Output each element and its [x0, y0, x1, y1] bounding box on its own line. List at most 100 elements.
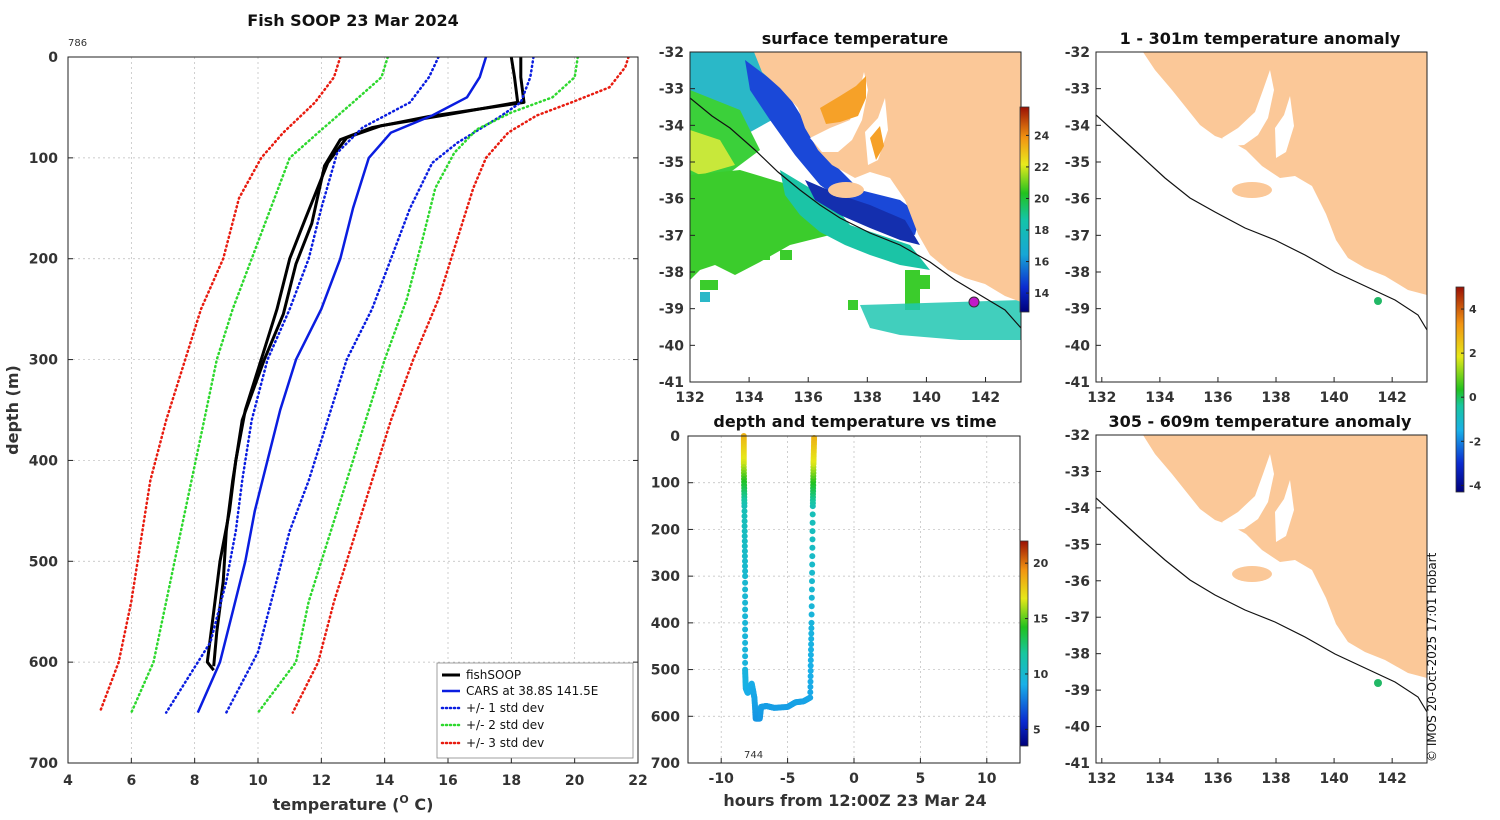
land-mass [754, 52, 1021, 302]
colorbar-tick-label: -2 [1469, 435, 1481, 448]
track-point [742, 626, 749, 633]
track-point [807, 657, 814, 664]
map-y-tick-label: -40 [1065, 338, 1091, 354]
sst-patch [700, 280, 718, 290]
depth-time-grid [688, 436, 1020, 763]
shelf-contour [690, 97, 1021, 329]
profile-x-tick-label: 4 [63, 773, 73, 789]
map-y-tick-label: -37 [1065, 228, 1090, 244]
map-y-tick-label: -38 [659, 265, 684, 281]
profile-x-tick-label: 20 [565, 773, 585, 789]
surface-map-colorbar [1019, 106, 1030, 313]
series-std2 [256, 57, 580, 714]
map-y-tick-label: -37 [659, 228, 684, 244]
profile-x-tick-label: 6 [126, 773, 136, 789]
map-x-tick-label: 140 [1319, 390, 1348, 406]
map-y-tick-label: -33 [1065, 464, 1090, 480]
profile-x-label-text: temperature ( [273, 795, 400, 814]
series-std1 [164, 57, 440, 714]
depth-time-y-tick-label: 200 [651, 522, 680, 538]
track-point [741, 503, 748, 510]
track-point [741, 518, 748, 525]
surface-map-colorbar-ticks: 14 16 18 20 22 24 [1026, 129, 1050, 300]
map-x-tick-label: 134 [1145, 771, 1174, 787]
track-point [742, 633, 749, 640]
map-y-tick-label: -32 [1065, 45, 1090, 61]
map-y-tick-label: -40 [1065, 720, 1091, 736]
profile-grid [68, 57, 638, 763]
depth-time-panel: depth and temperature vs time -10 -5 0 5 10 … [651, 412, 1049, 810]
track-point [807, 651, 814, 658]
depth-time-x-tick-label: -10 [709, 771, 735, 787]
profile-y-ticks: 0 100 200 300 400 500 600 700 [29, 50, 638, 772]
map-y-tick-label: -32 [1065, 428, 1090, 444]
track-point [741, 538, 748, 545]
track-point [742, 639, 749, 646]
sst-patch [700, 292, 710, 302]
map-y-tick-label: -36 [659, 192, 684, 208]
shelf-contour [1096, 497, 1427, 713]
track-point [741, 548, 748, 555]
sst-patch [760, 240, 770, 260]
track-point [741, 528, 748, 535]
profile-legend: fishSOOP CARS at 38.8S 141.5E +/- 1 std … [436, 662, 634, 759]
series-std1 [225, 57, 535, 714]
colorbar-tick-label: 0 [1469, 391, 1477, 404]
map-x-tick-label: 138 [1261, 390, 1290, 406]
map-y-tick-label: -37 [1065, 610, 1090, 626]
track-point [808, 594, 815, 601]
legend-box [436, 662, 634, 759]
map-y-tick-label: -41 [1065, 375, 1090, 391]
map-y-tick-label: -32 [659, 45, 684, 61]
depth-time-frame [687, 435, 1021, 764]
colorbar-tick-label: 20 [1034, 192, 1050, 205]
anomaly-deep-map [1096, 435, 1427, 763]
gulf-warm-water [820, 76, 866, 124]
legend-label-std1: +/- 1 std dev [466, 701, 544, 715]
legend-label-std2: +/- 2 std dev [466, 718, 544, 732]
anomaly-deep-frame [1095, 434, 1428, 764]
depth-time-y-tick-label: 0 [670, 429, 680, 445]
track-point [741, 508, 748, 515]
legend-label-fishsoop: fishSOOP [466, 668, 521, 682]
anomaly-deep-y-ticks: -32 -33 -34 -35 -36 -37 -38 -39 -40 -41 [1065, 428, 1101, 772]
anomaly-deep-panel: 305 - 609m temperature anomaly 132 134 136… [1065, 286, 1482, 787]
map-x-tick-label: 142 [1378, 771, 1407, 787]
track-point [808, 625, 815, 632]
colorbar-tick-label: 15 [1033, 613, 1048, 626]
depth-time-x-tick-label: -5 [780, 771, 796, 787]
credit-text: © IMOS 20-Oct-2025 17:01 Hobart [1425, 552, 1439, 762]
profile-y-tick-label: 300 [29, 353, 58, 369]
map-x-tick-label: 140 [1319, 771, 1348, 787]
surface-map-title: surface temperature [762, 29, 949, 48]
profile-x-tick-label: 18 [502, 773, 521, 789]
track-point [809, 544, 816, 551]
track-point [809, 569, 816, 576]
track-point [742, 599, 749, 606]
track-point [742, 619, 749, 626]
track-point [742, 593, 749, 600]
track-point [807, 689, 814, 696]
map-x-tick-label: 134 [1145, 390, 1174, 406]
map-x-tick-label: 136 [1203, 771, 1232, 787]
depth-time-x-label: hours from 12:00Z 23 Mar 24 [723, 791, 986, 810]
map-x-tick-label: 136 [1203, 390, 1232, 406]
track-point [742, 613, 749, 620]
surface-temperature-panel: surface temperature [659, 29, 1050, 406]
colorbar-tick-label: -4 [1469, 479, 1482, 492]
map-y-tick-label: -34 [1065, 118, 1091, 134]
profile-y-tick-label: 0 [48, 50, 58, 66]
series-fishsoop [205, 57, 520, 672]
profile-x-tick-label: 8 [190, 773, 200, 789]
map-y-tick-label: -33 [1065, 82, 1090, 98]
map-x-tick-label: 132 [675, 390, 704, 406]
surface-map-x-ticks: 132 134 136 138 140 142 [675, 377, 1000, 406]
track-point [741, 533, 748, 540]
track-point [808, 641, 815, 648]
profile-series [98, 57, 630, 714]
map-y-tick-label: -41 [659, 375, 684, 391]
gulf-warm-water [870, 126, 884, 160]
sst-region-cold-upwelling [745, 60, 920, 235]
track-point [807, 678, 814, 685]
